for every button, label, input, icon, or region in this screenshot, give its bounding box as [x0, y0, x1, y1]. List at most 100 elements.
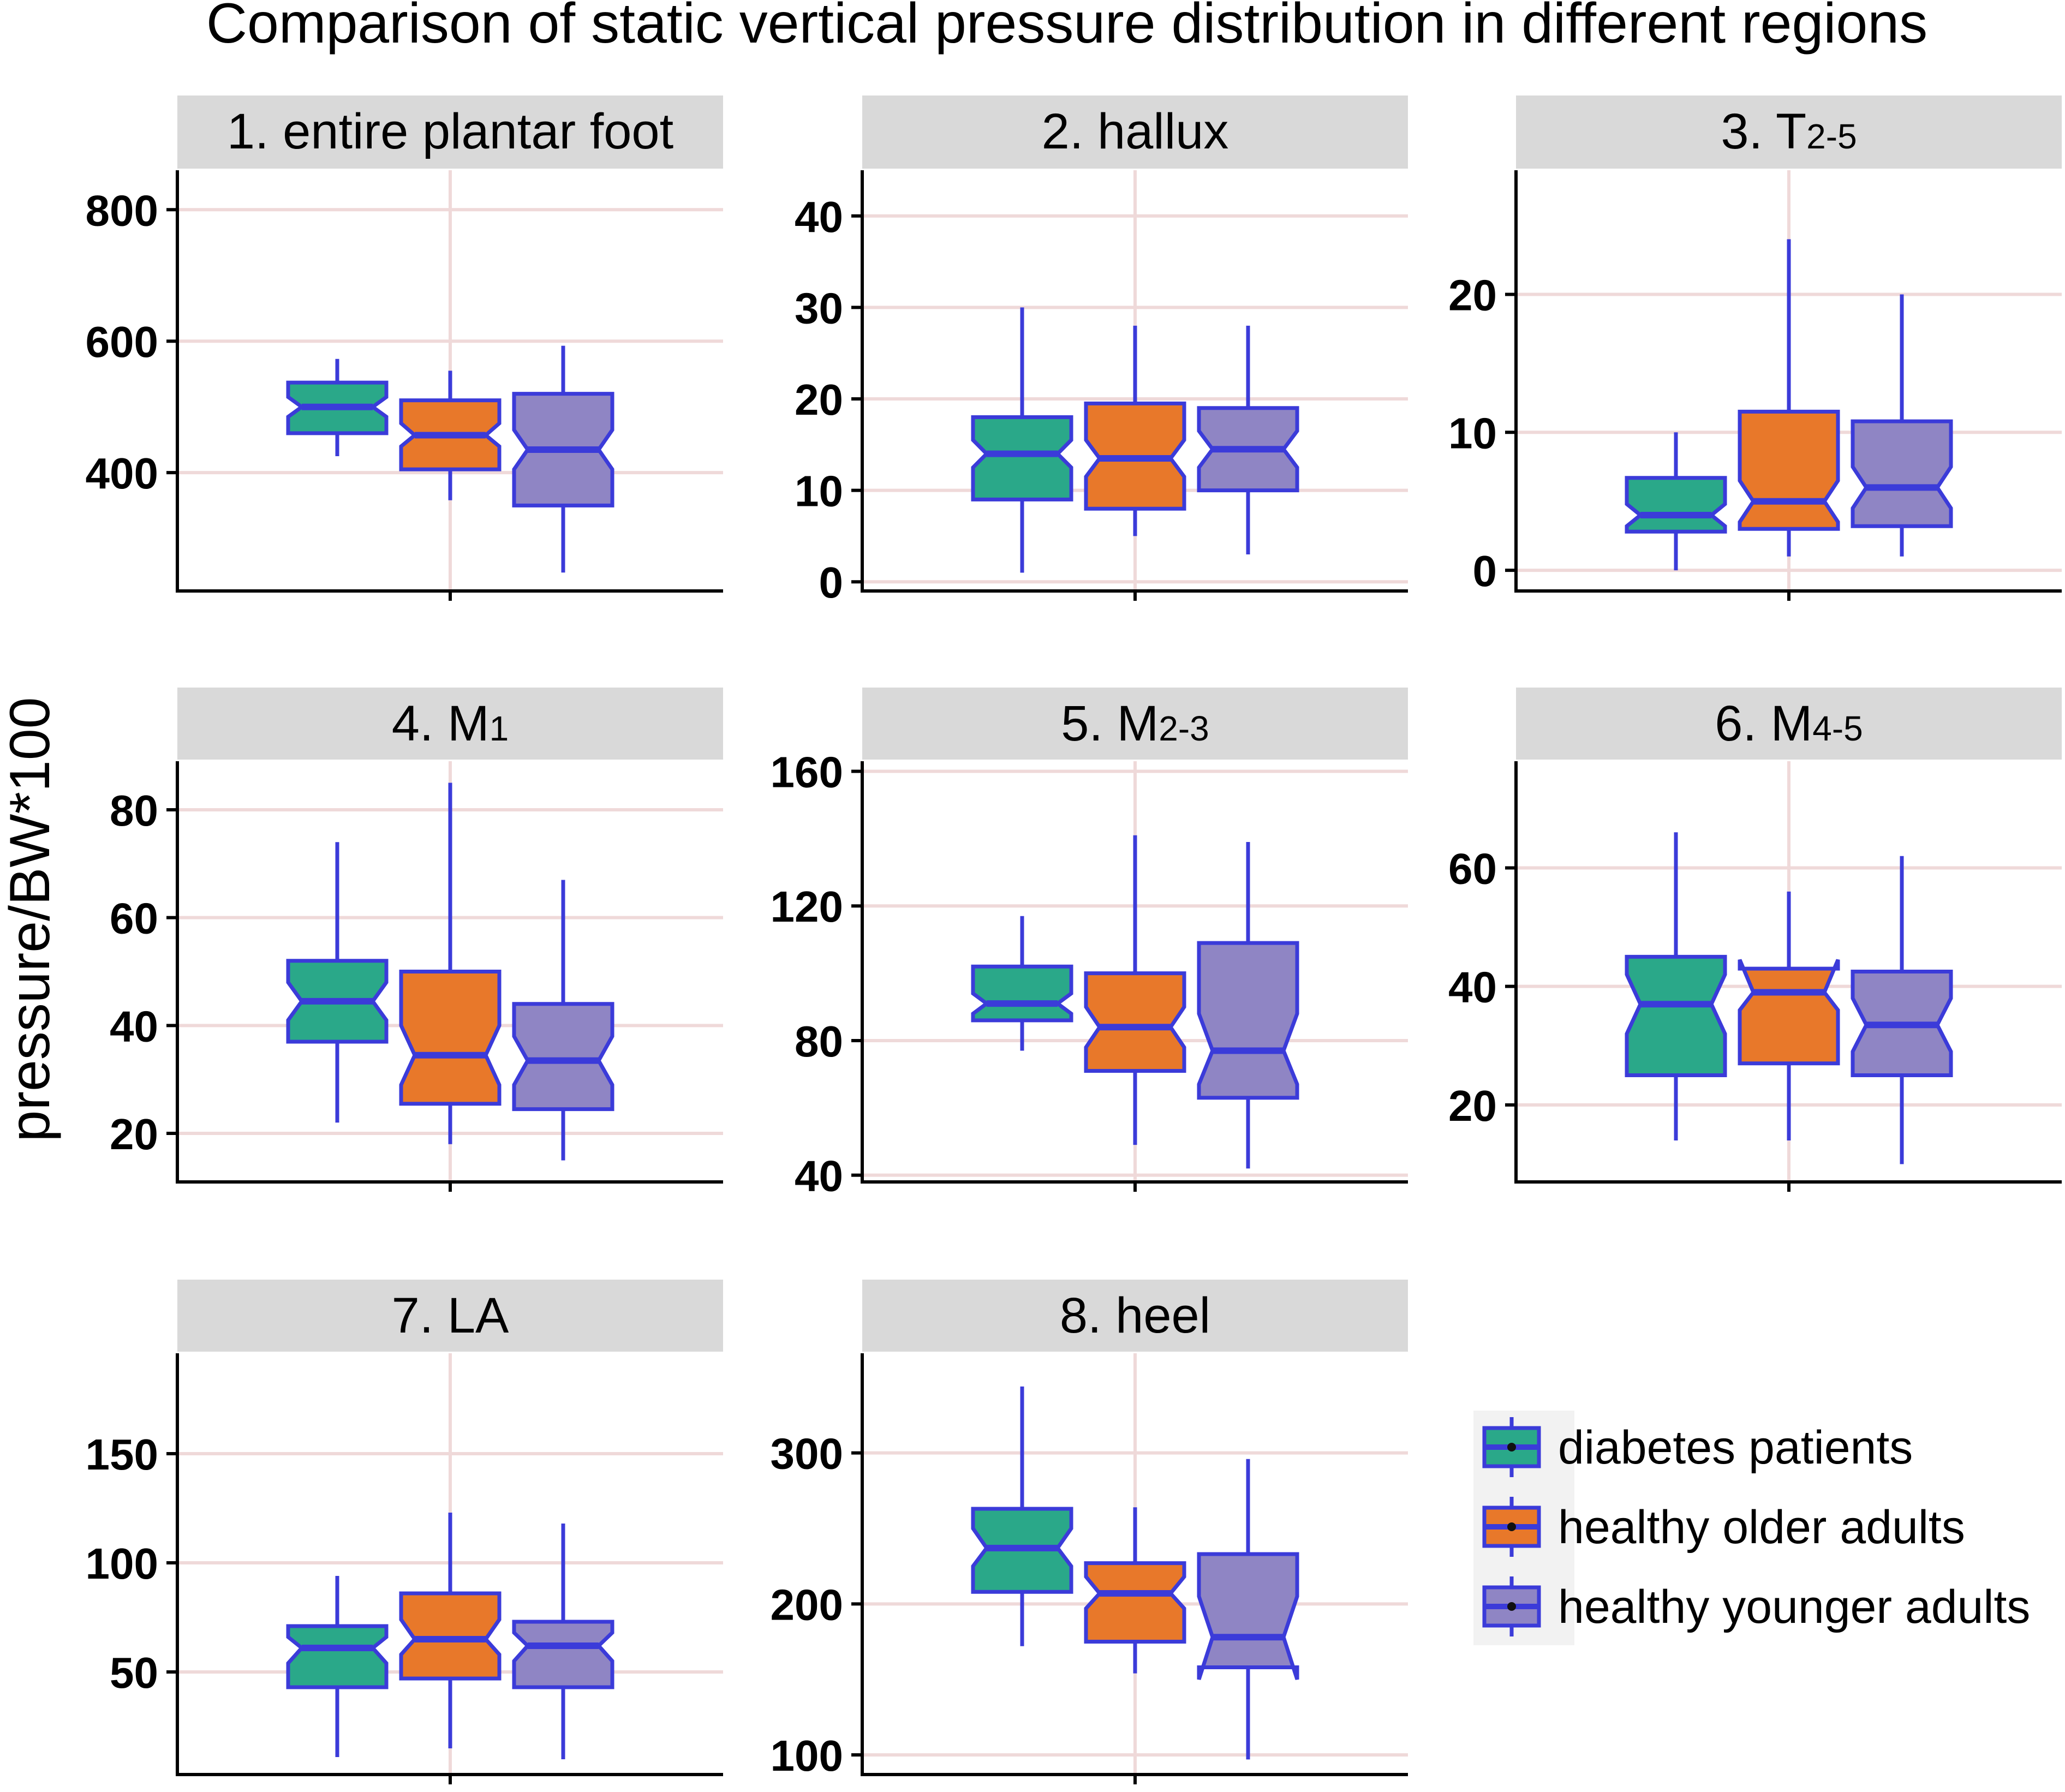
box-body [1738, 409, 1840, 531]
box-body [1084, 1561, 1186, 1644]
box-body [286, 1624, 389, 1689]
y-tick-label: 40 [1448, 963, 1497, 1012]
box-2 [399, 782, 502, 1144]
y-tick-label: 60 [1448, 844, 1497, 893]
box-1 [286, 842, 389, 1123]
box-2 [399, 1513, 502, 1748]
panel-4: 4. M1 20 40 60 80 [110, 688, 723, 1192]
y-tick-label: 400 [86, 449, 158, 498]
legend-key-dot [1507, 1443, 1516, 1451]
y-axis-label: pressure/BW*100 [0, 697, 62, 1142]
box-3 [512, 880, 614, 1161]
box-2 [1084, 1507, 1186, 1674]
legend-item: diabetes patients [1482, 1417, 1913, 1477]
y-tick-label: 30 [795, 284, 843, 332]
y-tick-label: 40 [795, 193, 843, 241]
box-3 [1851, 294, 1953, 557]
box-2 [1738, 239, 1840, 557]
box-body [1738, 959, 1840, 1066]
y-tick-label: 40 [795, 1152, 843, 1200]
panel-1: 1. entire plantar foot 400 600 800 [86, 95, 723, 601]
y-tick-label: 160 [771, 748, 843, 797]
y-tick-label: 40 [110, 1002, 158, 1050]
panel-7: 7. LA 50 100 150 [86, 1280, 723, 1784]
panel-strip [862, 1280, 1408, 1352]
legend-item: healthy older adults [1482, 1497, 1965, 1557]
y-tick-label: 120 [771, 882, 843, 931]
box-3 [1197, 325, 1299, 554]
y-tick-label: 60 [110, 894, 158, 943]
legend-key-dot [1507, 1602, 1516, 1611]
box-body [971, 415, 1073, 501]
y-tick-label: 20 [1448, 271, 1497, 320]
y-tick-label: 80 [110, 786, 158, 835]
panel-strip [177, 1280, 723, 1352]
box-3 [1851, 856, 1953, 1164]
chart-title: Comparison of static vertical pressure d… [206, 0, 1927, 55]
box-2 [1084, 835, 1186, 1145]
box-3 [512, 1524, 614, 1759]
y-tick-label: 0 [1473, 547, 1497, 595]
box-body [1084, 971, 1186, 1073]
panel-title: 4. M1 [392, 696, 509, 751]
y-tick-label: 20 [110, 1110, 158, 1158]
panel-strip [862, 688, 1408, 760]
box-1 [971, 916, 1073, 1051]
box-2 [1084, 325, 1186, 536]
y-tick-label: 50 [110, 1648, 158, 1697]
y-tick-label: 80 [795, 1017, 843, 1066]
box-2 [399, 371, 502, 500]
y-tick-label: 300 [771, 1430, 843, 1478]
y-tick-label: 800 [86, 186, 158, 235]
box-body [971, 964, 1073, 1023]
box-1 [971, 1386, 1073, 1646]
box-body [1625, 476, 1727, 534]
panel-strip [177, 95, 723, 169]
legend-label: diabetes patients [1558, 1421, 1913, 1474]
legend-label: healthy older adults [1558, 1501, 1965, 1554]
legend-label: healthy younger adults [1558, 1581, 2030, 1633]
panel-title: 2. hallux [1042, 104, 1229, 159]
box-body [512, 1620, 614, 1689]
panel-strip [177, 688, 723, 760]
panel-8: 8. heel 100 200 300 [771, 1280, 1408, 1784]
panel-title: 5. M2-3 [1061, 696, 1209, 751]
box-1 [1625, 832, 1727, 1140]
box-1 [286, 1576, 389, 1757]
y-tick-label: 100 [771, 1731, 843, 1780]
y-tick-label: 20 [795, 375, 843, 424]
y-tick-label: 10 [1448, 409, 1497, 457]
box-3 [1197, 842, 1299, 1169]
panel-title: 1. entire plantar foot [227, 104, 673, 159]
y-tick-label: 200 [771, 1580, 843, 1629]
y-tick-label: 10 [795, 467, 843, 516]
panel-2: 2. hallux 0 10 20 30 40 [795, 95, 1408, 607]
box-3 [512, 345, 614, 573]
box-1 [971, 307, 1073, 573]
panel-strip [1516, 95, 2062, 169]
box-body [1625, 954, 1727, 1077]
box-body [399, 970, 502, 1106]
box-3 [1197, 1459, 1299, 1760]
panel-5: 5. M2-3 40 80 120 160 [771, 688, 1408, 1200]
legend-item: healthy younger adults [1482, 1576, 2030, 1636]
panel-strip [1516, 688, 2062, 760]
y-tick-label: 0 [819, 558, 844, 607]
y-tick-label: 20 [1448, 1082, 1497, 1130]
panel-strip [862, 95, 1408, 169]
legend-key-dot [1507, 1522, 1516, 1531]
box-body [512, 1002, 614, 1112]
box-body [1851, 419, 1953, 528]
box-1 [1625, 432, 1727, 571]
box-1 [286, 359, 389, 457]
y-tick-label: 600 [86, 318, 158, 366]
y-tick-label: 150 [86, 1430, 158, 1479]
legend: diabetes patients healthy older adults hea… [1473, 1411, 2030, 1645]
box-2 [1738, 891, 1840, 1140]
panel-title: 7. LA [392, 1288, 509, 1343]
box-body [1197, 941, 1299, 1100]
